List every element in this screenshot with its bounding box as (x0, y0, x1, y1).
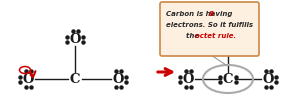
Text: O: O (222, 32, 234, 45)
Text: O: O (22, 72, 34, 85)
Text: C: C (70, 72, 80, 85)
Text: the: the (186, 33, 202, 39)
Text: C: C (223, 72, 233, 85)
Text: O: O (112, 72, 124, 85)
Text: O: O (182, 72, 194, 85)
Text: octet rule.: octet rule. (195, 33, 236, 39)
Text: electrons. So it fulfills: electrons. So it fulfills (166, 22, 253, 28)
Text: Carbon is having: Carbon is having (166, 11, 235, 17)
Text: O: O (69, 32, 81, 45)
Text: 8: 8 (209, 11, 214, 17)
Text: O: O (262, 72, 274, 85)
FancyBboxPatch shape (160, 2, 259, 56)
